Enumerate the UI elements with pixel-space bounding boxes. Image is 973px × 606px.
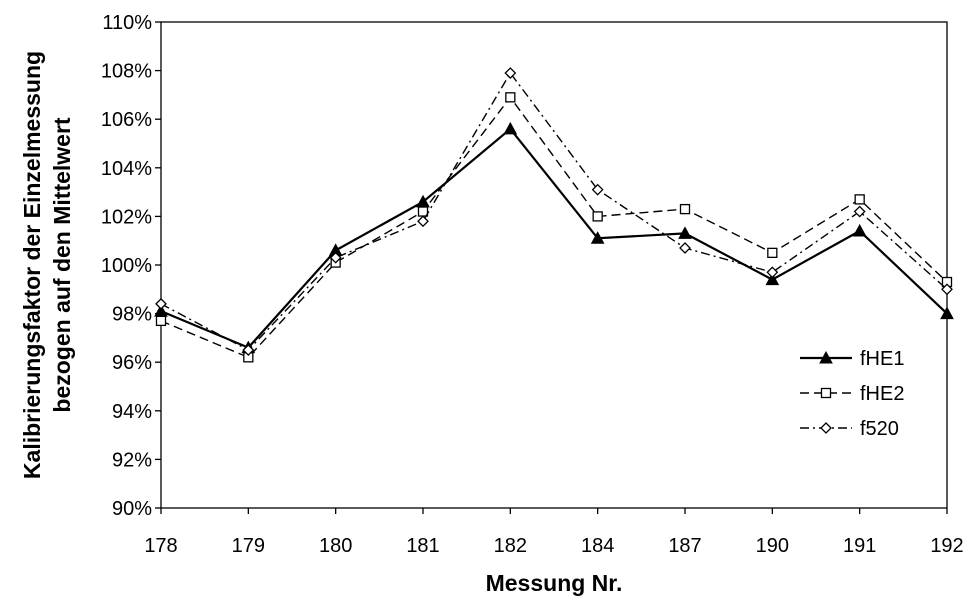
x-tick-label: 192: [930, 535, 963, 557]
data-point-fhe1: [503, 121, 518, 135]
y-tick-label: 90%: [112, 498, 152, 520]
y-tick-label: 102%: [101, 206, 152, 228]
x-tick-label: 191: [843, 535, 876, 557]
data-point-f520: [941, 283, 953, 296]
x-tick-label: 182: [494, 535, 527, 557]
legend-item-fhe2: fHE2: [800, 383, 904, 405]
x-tick-label: 178: [144, 535, 177, 557]
legend-item-fhe1: fHE1: [800, 348, 904, 370]
y-axis-title-line1: Kalibrierungsfaktor der Einzelmessung: [19, 51, 45, 479]
data-point-fhe1: [590, 231, 605, 244]
legend-label-fhe2: fHE2: [860, 383, 904, 405]
y-tick-label: 104%: [101, 158, 152, 180]
y-tick-label: 106%: [101, 109, 152, 131]
series-line-fhe2: [160, 96, 948, 359]
data-point-fhe1: [678, 226, 692, 239]
x-tick-label: 184: [581, 535, 614, 557]
plot-area: [160, 21, 948, 509]
y-tick-label: 92%: [112, 449, 152, 471]
data-point-f520: [591, 183, 604, 196]
series-layer: [154, 67, 954, 363]
data-point-f520: [504, 67, 517, 79]
data-point-f520: [766, 266, 779, 279]
y-tick-label: 108%: [101, 61, 152, 83]
legend-marker-f520: [820, 422, 832, 434]
y-axis-title-line2: bezogen auf den Mittelwert: [49, 117, 75, 413]
data-point-fhe2: [679, 203, 691, 215]
data-point-f520: [242, 344, 255, 356]
data-point-f520: [679, 242, 691, 254]
y-tick-label: 94%: [112, 401, 152, 423]
data-point-f520: [853, 205, 866, 218]
legend-item-f520: f520: [800, 418, 899, 440]
x-tick-label: 190: [756, 535, 789, 557]
y-axis: 90% 92% 94% 96% 98% 100% 102% 104% 106% 108% 110%: [101, 12, 161, 520]
y-tick-label: 98%: [112, 304, 152, 326]
data-point-f520: [155, 297, 167, 310]
legend-marker-fhe2: [820, 387, 832, 399]
x-tick-label: 179: [232, 535, 265, 557]
y-tick-label: 110%: [102, 12, 152, 34]
series-f520: [155, 67, 953, 356]
legend: fHE1 fHE2 f520: [800, 348, 904, 440]
x-tick-label: 181: [406, 535, 439, 557]
x-axis: 178 179 180 181 182 184 187 190 191 192: [144, 508, 964, 557]
data-point-fhe2: [592, 211, 603, 222]
data-point-fhe2: [854, 194, 865, 205]
x-tick-label: 180: [319, 535, 352, 557]
legend-marker-fhe1: [819, 350, 833, 364]
data-point-fhe1: [765, 272, 780, 286]
legend-label-fhe1: fHE1: [860, 348, 904, 370]
series-line-fhe1: [160, 127, 948, 349]
data-point-fhe2: [155, 315, 167, 327]
x-axis-title: Messung Nr.: [486, 570, 623, 596]
y-tick-label: 100%: [101, 255, 152, 277]
legend-label-f520: f520: [860, 418, 899, 440]
data-point-fhe2: [505, 92, 516, 103]
data-point-f520: [329, 251, 342, 264]
data-point-fhe1: [852, 223, 867, 237]
y-tick-label: 96%: [112, 352, 152, 374]
series-line-f520: [160, 71, 948, 351]
x-tick-label: 187: [668, 535, 701, 557]
data-point-fhe1: [940, 306, 954, 320]
data-point-fhe2: [767, 247, 778, 259]
data-point-f520: [417, 215, 429, 228]
